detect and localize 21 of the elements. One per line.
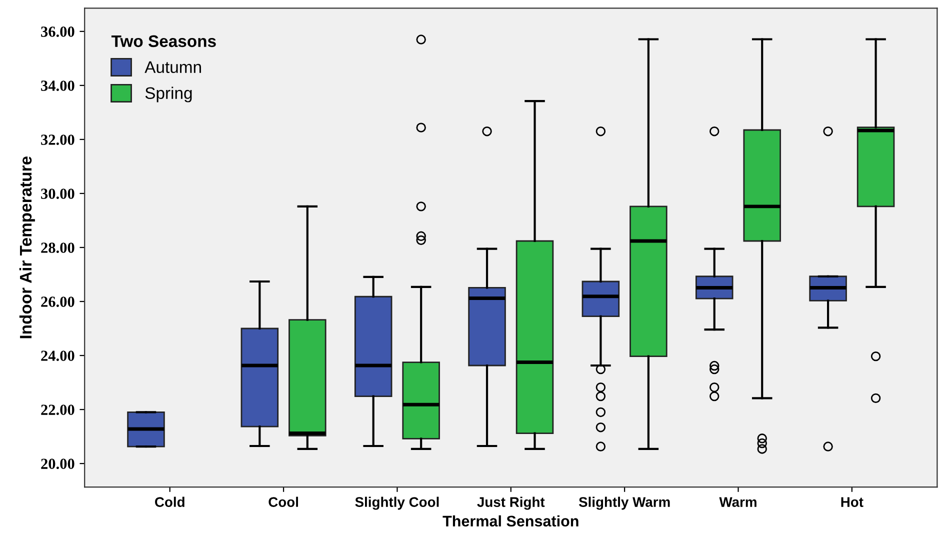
y-tick-label: 28.00 bbox=[41, 242, 74, 253]
x-tick-label: Cold bbox=[155, 496, 184, 507]
y-tick-label: 26.00 bbox=[41, 296, 74, 308]
x-tick-label: Slightly Cool bbox=[355, 496, 439, 510]
y-tick-label: 36.00 bbox=[41, 26, 74, 37]
x-tick-label: Slightly Warm bbox=[578, 496, 670, 510]
y-tick-label: 34.00 bbox=[41, 80, 74, 91]
y-tick-label: 32.00 bbox=[41, 134, 74, 145]
legend-label: Spring bbox=[145, 86, 192, 102]
y-axis-title: Indoor Air Temperature bbox=[19, 156, 35, 338]
x-axis-title: Thermal Sensation bbox=[442, 515, 578, 527]
x-tick-label: Cool bbox=[268, 496, 298, 507]
legend-label: Autumn bbox=[144, 61, 201, 74]
legend-title: Two Seasons bbox=[111, 35, 216, 48]
x-tick-label: Just Right bbox=[477, 496, 545, 510]
y-tick-label: 22.00 bbox=[41, 404, 74, 416]
x-tick-label: Hot bbox=[841, 497, 864, 507]
y-tick-label: 30.00 bbox=[41, 188, 74, 199]
y-tick-label: 20.00 bbox=[41, 458, 74, 470]
y-tick-label: 24.00 bbox=[41, 350, 74, 362]
x-tick-label: Warm bbox=[719, 497, 756, 507]
